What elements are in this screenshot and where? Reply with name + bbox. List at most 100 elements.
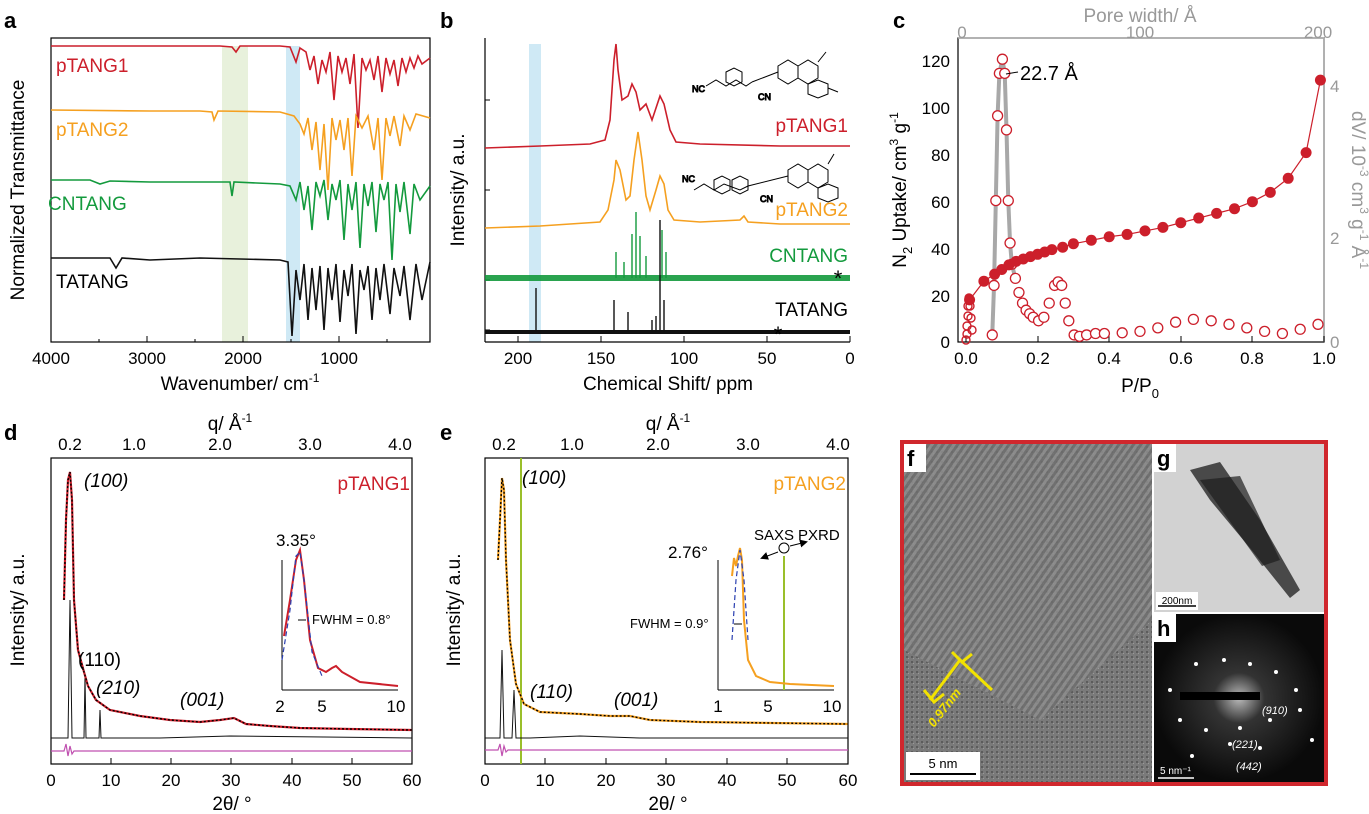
b-xlabel: Chemical Shift/ ppm bbox=[583, 374, 753, 395]
a-label-CNTANG: CNTANG bbox=[48, 194, 127, 215]
c-isotherm-point bbox=[1121, 228, 1133, 240]
a-xlabel: Wavenumber/ cm-1 bbox=[161, 371, 320, 395]
svg-text:4.0: 4.0 bbox=[826, 435, 850, 454]
c-psd-point bbox=[1063, 315, 1075, 327]
c-ylabel: N2 Uptake/ cm3 g-1 bbox=[887, 112, 915, 268]
a-ylabel: Normalized Transmittance bbox=[8, 80, 29, 301]
c-psd-point bbox=[988, 279, 1000, 292]
panel-letter-e: e bbox=[440, 420, 452, 445]
c-xtick-10: 1.0 bbox=[1312, 349, 1336, 368]
b-label-CNTANG: CNTANG bbox=[769, 246, 848, 267]
c-psd-point bbox=[1004, 237, 1016, 249]
svg-text:50: 50 bbox=[343, 771, 362, 790]
a-label-pTANG1: pTANG1 bbox=[56, 56, 129, 77]
a-spectrum-pTANG1 bbox=[51, 45, 431, 129]
svg-text:2: 2 bbox=[275, 697, 284, 716]
c-psd-point bbox=[990, 194, 1002, 207]
c-isotherm-point bbox=[1067, 238, 1079, 250]
a-xtick-3000: 3000 bbox=[128, 349, 166, 368]
b-structure-2: NC CN bbox=[682, 153, 839, 205]
c-psd-point bbox=[1116, 327, 1128, 339]
c-isotherm-point bbox=[1139, 225, 1151, 237]
c-psd-point bbox=[1312, 318, 1324, 330]
e-peak-110: (110) bbox=[530, 682, 573, 703]
e-top-label: q/ Å-1 bbox=[646, 411, 691, 435]
c-lowp-cluster bbox=[961, 293, 977, 345]
svg-text:60: 60 bbox=[839, 771, 858, 790]
a-xtick-1000: 1000 bbox=[320, 349, 358, 368]
c-annotation-line bbox=[1005, 71, 1019, 75]
e-peak-100: (100) bbox=[522, 468, 566, 489]
e-inset-fwhm: FWHM = 0.9° bbox=[630, 616, 709, 631]
highlight-band-green bbox=[222, 46, 248, 342]
b-label-pTANG1: pTANG1 bbox=[775, 116, 848, 137]
b-star-CNTANG: * bbox=[834, 266, 843, 291]
e-xlabel: 2θ/ ° bbox=[648, 794, 687, 814]
a-spectrum-CNTANG bbox=[51, 179, 431, 261]
a-xtick-4000: 4000 bbox=[32, 349, 70, 368]
d-pattern-sim bbox=[51, 599, 413, 739]
svg-text:20: 20 bbox=[162, 771, 181, 790]
d-pattern-fit bbox=[63, 471, 413, 731]
c-xtick-04: 0.4 bbox=[1097, 349, 1121, 368]
c-psd-point bbox=[1013, 286, 1025, 299]
b-xtick-100: 100 bbox=[670, 349, 698, 368]
c-xlabel: P/P0 bbox=[1121, 376, 1159, 401]
svg-text:0: 0 bbox=[480, 771, 489, 790]
b-xtick-0: 0 bbox=[845, 349, 854, 368]
svg-text:10: 10 bbox=[536, 771, 555, 790]
svg-text:30: 30 bbox=[657, 771, 676, 790]
svg-text:4.0: 4.0 bbox=[388, 435, 412, 454]
d-inset-peak: 3.35° bbox=[276, 531, 316, 550]
panel-letter-g: g bbox=[1157, 446, 1170, 471]
c-psd-point bbox=[1038, 311, 1050, 323]
c-psd-point bbox=[991, 110, 1004, 122]
svg-text:80: 80 bbox=[931, 146, 950, 165]
svg-text:5: 5 bbox=[317, 697, 326, 716]
panel-d: d q/ Å-1 0.2 1.0 2.0 3.0 4.0 0 10 20 30 … bbox=[4, 411, 421, 814]
e-saxs-label: SAXS bbox=[754, 527, 794, 544]
c-isotherm-point bbox=[1085, 234, 1097, 246]
a-xticks bbox=[50, 336, 388, 342]
svg-text:2.0: 2.0 bbox=[208, 435, 232, 454]
a-xtick-2000: 2000 bbox=[224, 349, 262, 368]
b-spectrum-pTANG1 bbox=[484, 43, 850, 149]
c-isotherm-point bbox=[1046, 244, 1058, 256]
e-inset-peak: 2.76° bbox=[668, 543, 708, 562]
b-yticks bbox=[485, 99, 490, 331]
b-xticks bbox=[517, 336, 851, 342]
h-scale-bar: 5 nm⁻¹ bbox=[1160, 766, 1192, 777]
c-xtick-08: 0.8 bbox=[1240, 349, 1264, 368]
svg-text:40: 40 bbox=[283, 771, 302, 790]
c-isotherm-point bbox=[1157, 221, 1169, 233]
c-isotherm-point bbox=[1057, 241, 1069, 253]
d-inset-fwhm: FWHM = 0.8° bbox=[312, 612, 391, 627]
c-psd-point bbox=[1223, 318, 1235, 330]
b-spectrum-pTANG2 bbox=[484, 131, 850, 229]
svg-text:60: 60 bbox=[931, 193, 950, 212]
c-psd-point bbox=[1276, 327, 1289, 340]
d-xticks bbox=[50, 758, 413, 764]
e-pattern-sim bbox=[485, 649, 848, 739]
d-inset: 3.35° FWHM = 0.8° 2 5 10 bbox=[275, 531, 405, 716]
c-psd-point bbox=[1056, 279, 1068, 292]
c-psd-point bbox=[1134, 325, 1146, 338]
c-right-label: dV/ 10-3 cm3 g-1 Å-1 bbox=[1347, 111, 1369, 269]
svg-text:3.0: 3.0 bbox=[298, 435, 322, 454]
d-top-label: q/ Å-1 bbox=[208, 411, 253, 435]
c-psd-point bbox=[1098, 327, 1111, 340]
c-isotherm-point bbox=[1246, 196, 1258, 208]
svg-text:5: 5 bbox=[763, 697, 772, 716]
svg-text:0.2: 0.2 bbox=[492, 435, 516, 454]
c-xticks bbox=[965, 336, 1325, 342]
h-diffraction-spots bbox=[1168, 658, 1314, 758]
c-isotherm-point bbox=[1300, 147, 1312, 159]
b-structure-1: NC CN bbox=[692, 51, 839, 103]
d-peak-210: (210) bbox=[96, 678, 140, 699]
c-toptick-100: 100 bbox=[1126, 23, 1154, 42]
c-psd-point bbox=[996, 53, 1009, 65]
c-isotherm-point bbox=[1193, 212, 1205, 224]
panel-c: c Pore width/ Å 0 100 200 0.0 0.2 0.4 0.… bbox=[887, 6, 1369, 401]
svg-text:40: 40 bbox=[718, 771, 737, 790]
